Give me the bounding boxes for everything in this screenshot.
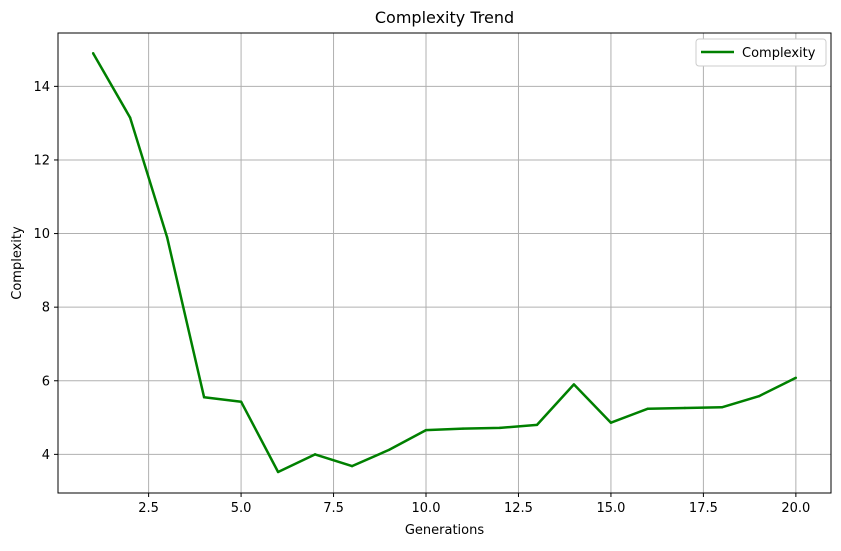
- data-point: [387, 448, 391, 452]
- x-tick-label: 20.0: [781, 501, 810, 516]
- data-point: [202, 396, 206, 399]
- grid: [58, 33, 831, 493]
- x-tick-label: 7.5: [323, 501, 344, 516]
- data-point: [572, 383, 576, 386]
- data-point: [424, 428, 428, 432]
- x-axis-ticks: 2.5 5.0 7.5 10.0 12.5 15.0 17.5 20.0: [138, 493, 810, 516]
- x-tick-label: 12.5: [504, 501, 533, 516]
- plot-frame: [57, 32, 832, 494]
- data-point: [276, 470, 280, 474]
- y-tick-label: 10: [33, 227, 50, 242]
- legend-box: [695, 38, 827, 67]
- y-axis-label: Complexity: [10, 226, 25, 300]
- data-point: [609, 421, 613, 424]
- data-point: [794, 376, 798, 380]
- data-point: [646, 407, 650, 410]
- x-tick-label: 2.5: [138, 501, 159, 516]
- x-tick-label: 10.0: [412, 501, 441, 516]
- x-tick-label: 5.0: [231, 501, 252, 516]
- y-tick-label: 14: [33, 80, 50, 95]
- data-point: [313, 453, 317, 456]
- data-point: [91, 52, 95, 55]
- data-point: [757, 395, 761, 398]
- legend-label: Complexity: [742, 46, 816, 61]
- series-line-complexity: [92, 52, 797, 474]
- data-point: [165, 236, 169, 239]
- y-tick-label: 8: [42, 301, 50, 316]
- data-point: [535, 423, 539, 427]
- y-tick-label: 12: [33, 153, 50, 168]
- x-tick-label: 15.0: [596, 501, 625, 516]
- y-tick-label: 4: [42, 448, 50, 463]
- chart-title: Complexity Trend: [375, 8, 514, 27]
- data-point: [350, 464, 354, 468]
- data-point: [720, 406, 724, 409]
- y-axis-ticks: 4 6 8 10 12 14: [33, 80, 58, 463]
- x-axis-label: Generations: [405, 523, 485, 538]
- data-point: [128, 116, 132, 119]
- legend: Complexity: [695, 38, 827, 67]
- data-point: [461, 427, 465, 430]
- data-point: [683, 406, 687, 410]
- series-layer: [91, 52, 798, 474]
- x-tick-label: 17.5: [689, 501, 718, 516]
- data-point: [498, 426, 502, 430]
- y-tick-label: 6: [42, 374, 50, 389]
- data-point: [239, 400, 243, 403]
